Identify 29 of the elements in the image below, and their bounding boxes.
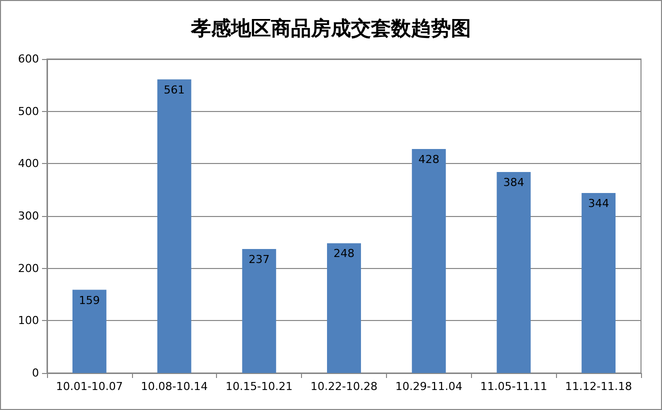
bar (157, 79, 192, 373)
y-tick-label: 500 (18, 104, 39, 118)
x-tick-label: 10.29-11.04 (395, 380, 462, 393)
data-label: 344 (588, 196, 610, 210)
y-tick-label: 600 (18, 52, 39, 66)
data-label: 237 (248, 252, 270, 266)
x-tick-label: 11.05-11.11 (480, 380, 548, 393)
data-label: 248 (334, 247, 354, 260)
y-tick-label: 400 (18, 157, 39, 170)
bar (327, 243, 361, 373)
x-tick-label: 10.15-10.21 (226, 380, 293, 393)
data-label: 384 (503, 176, 524, 190)
data-label: 159 (78, 294, 100, 307)
x-tick-label: 10.08-10.14 (140, 380, 208, 393)
x-tick-label: 10.01-10.07 (56, 380, 123, 393)
data-label: 428 (418, 153, 440, 166)
y-tick-label: 200 (18, 262, 39, 275)
y-tick-label: 0 (32, 366, 39, 380)
bar (496, 172, 531, 373)
bar (72, 290, 106, 373)
bar (582, 192, 616, 373)
chart-title: 孝感地区商品房成交套数趋势图 (190, 16, 471, 40)
bar (412, 149, 446, 373)
y-tick-label: 300 (18, 210, 39, 222)
bar (242, 248, 276, 373)
y-tick-label: 100 (18, 314, 39, 328)
x-tick-label: 10.22-10.28 (310, 380, 378, 393)
data-label: 561 (164, 83, 185, 96)
x-tick-label: 11.12-11.18 (565, 380, 632, 393)
